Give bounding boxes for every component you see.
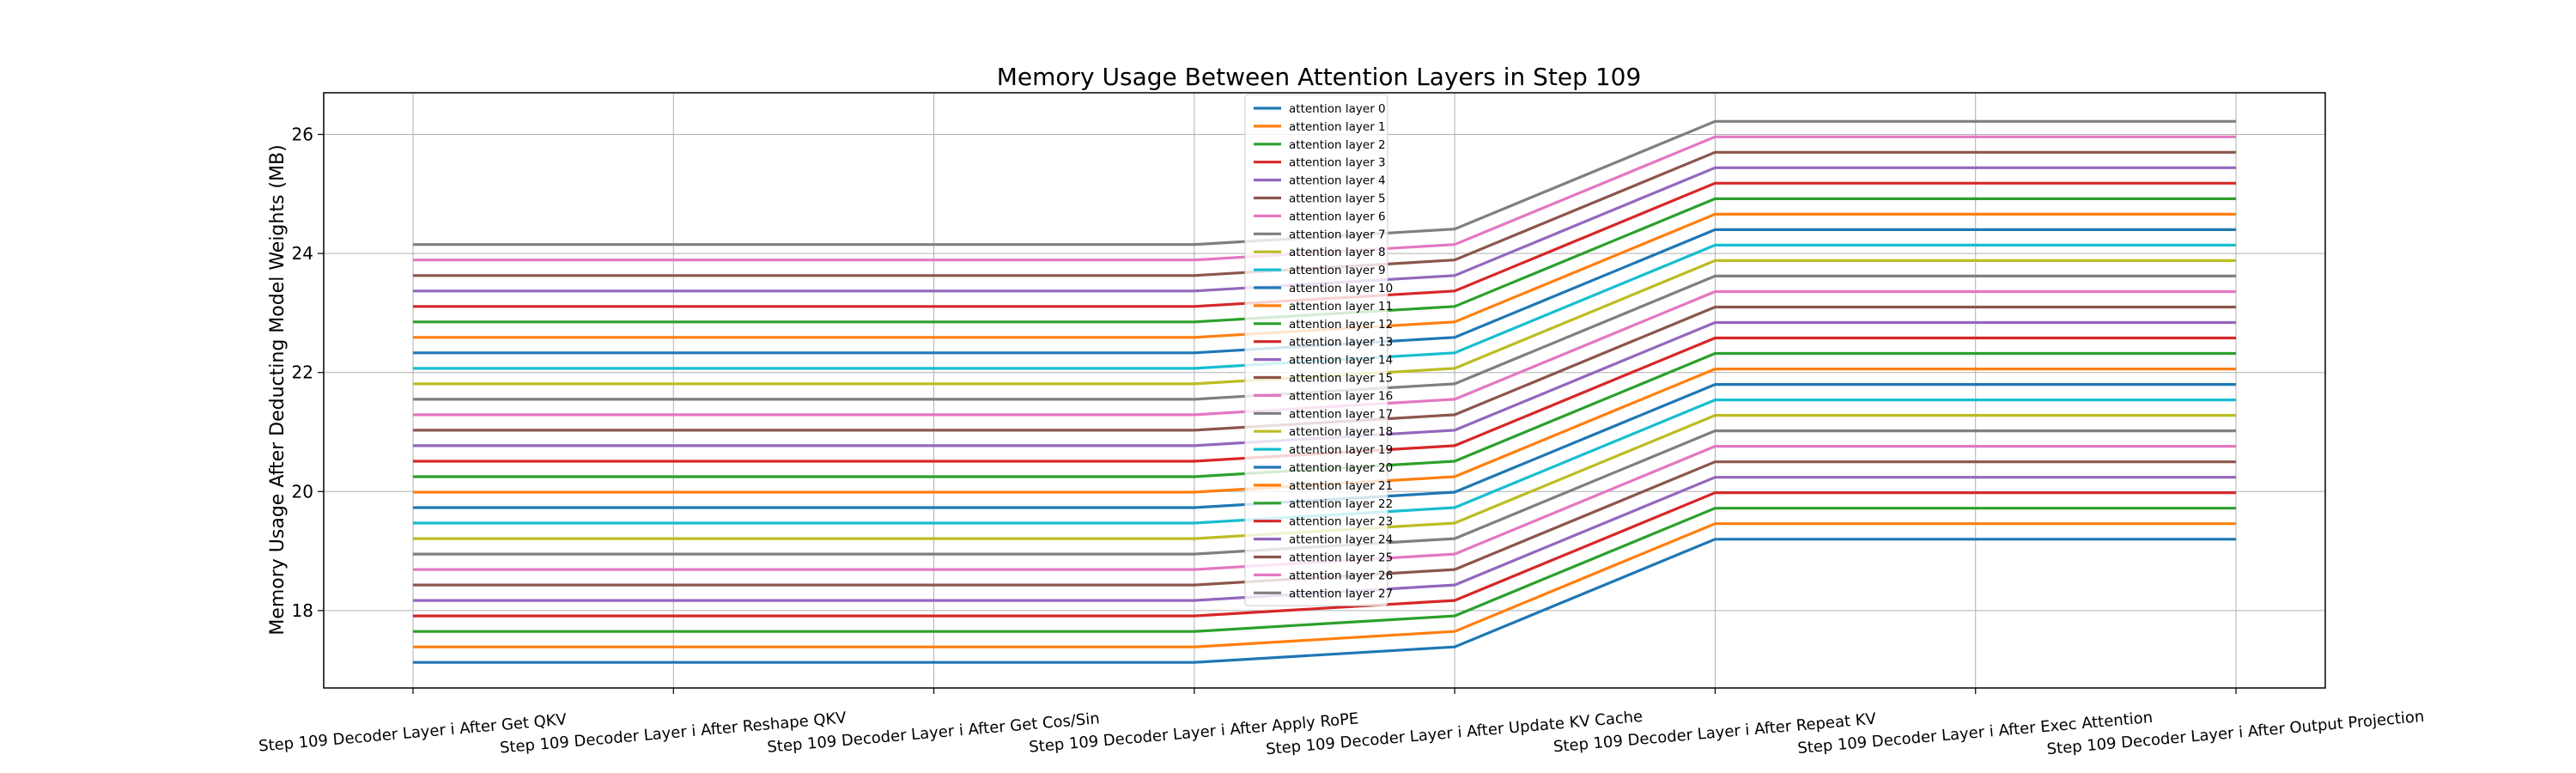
legend-label: attention layer 1	[1289, 120, 1386, 134]
legend-label: attention layer 23	[1289, 515, 1393, 529]
legend-label: attention layer 18	[1289, 425, 1393, 439]
legend-label: attention layer 20	[1289, 461, 1393, 475]
series-line-3	[413, 491, 2236, 618]
y-axis-label: Memory Usage After Deducting Model Weigh…	[267, 144, 289, 635]
legend-label: attention layer 25	[1289, 551, 1393, 565]
chart-title: Memory Usage Between Attention Layers in…	[997, 63, 1642, 91]
legend-label: attention layer 9	[1289, 264, 1386, 277]
legend-label: attention layer 13	[1289, 336, 1393, 350]
y-axis: 18 20 22 24 26	[292, 125, 324, 621]
legend-label: attention layer 3	[1289, 156, 1386, 170]
legend-label: attention layer 15	[1289, 372, 1393, 386]
series-line-0	[413, 538, 2236, 664]
legend-box	[1244, 94, 1388, 606]
series-line-1	[413, 522, 2236, 648]
legend-label: attention layer 6	[1289, 210, 1386, 223]
legend-label: attention layer 21	[1289, 479, 1393, 493]
legend-label: attention layer 27	[1289, 587, 1393, 600]
legend-label: attention layer 24	[1289, 533, 1393, 547]
legend-label: attention layer 10	[1289, 282, 1393, 295]
legend-label: attention layer 2	[1289, 138, 1386, 152]
legend-label: attention layer 5	[1289, 192, 1386, 206]
y-tick-label: 22	[292, 362, 313, 383]
y-tick-label: 20	[292, 481, 313, 502]
legend-label: attention layer 16	[1289, 389, 1393, 403]
legend-label: attention layer 11	[1289, 300, 1393, 313]
legend-label: attention layer 12	[1289, 318, 1393, 332]
series-line-2	[413, 507, 2236, 633]
legend-label: attention layer 0	[1289, 102, 1386, 116]
plot-frame	[323, 92, 2326, 689]
legend-label: attention layer 17	[1289, 407, 1393, 421]
y-tick-label: 26	[292, 125, 313, 145]
legend-label: attention layer 4	[1289, 174, 1386, 188]
y-tick-label: 24	[292, 243, 313, 264]
legend-label: attention layer 19	[1289, 443, 1393, 457]
legend-label: attention layer 7	[1289, 228, 1386, 241]
legend-label: attention layer 26	[1289, 569, 1393, 582]
legend-label: attention layer 22	[1289, 497, 1393, 511]
legend-label: attention layer 8	[1289, 246, 1386, 259]
legend-label: attention layer 14	[1289, 354, 1393, 368]
y-tick-label: 18	[292, 600, 313, 621]
legend: attention layer 0 attention layer 1 attent…	[1244, 94, 1393, 606]
